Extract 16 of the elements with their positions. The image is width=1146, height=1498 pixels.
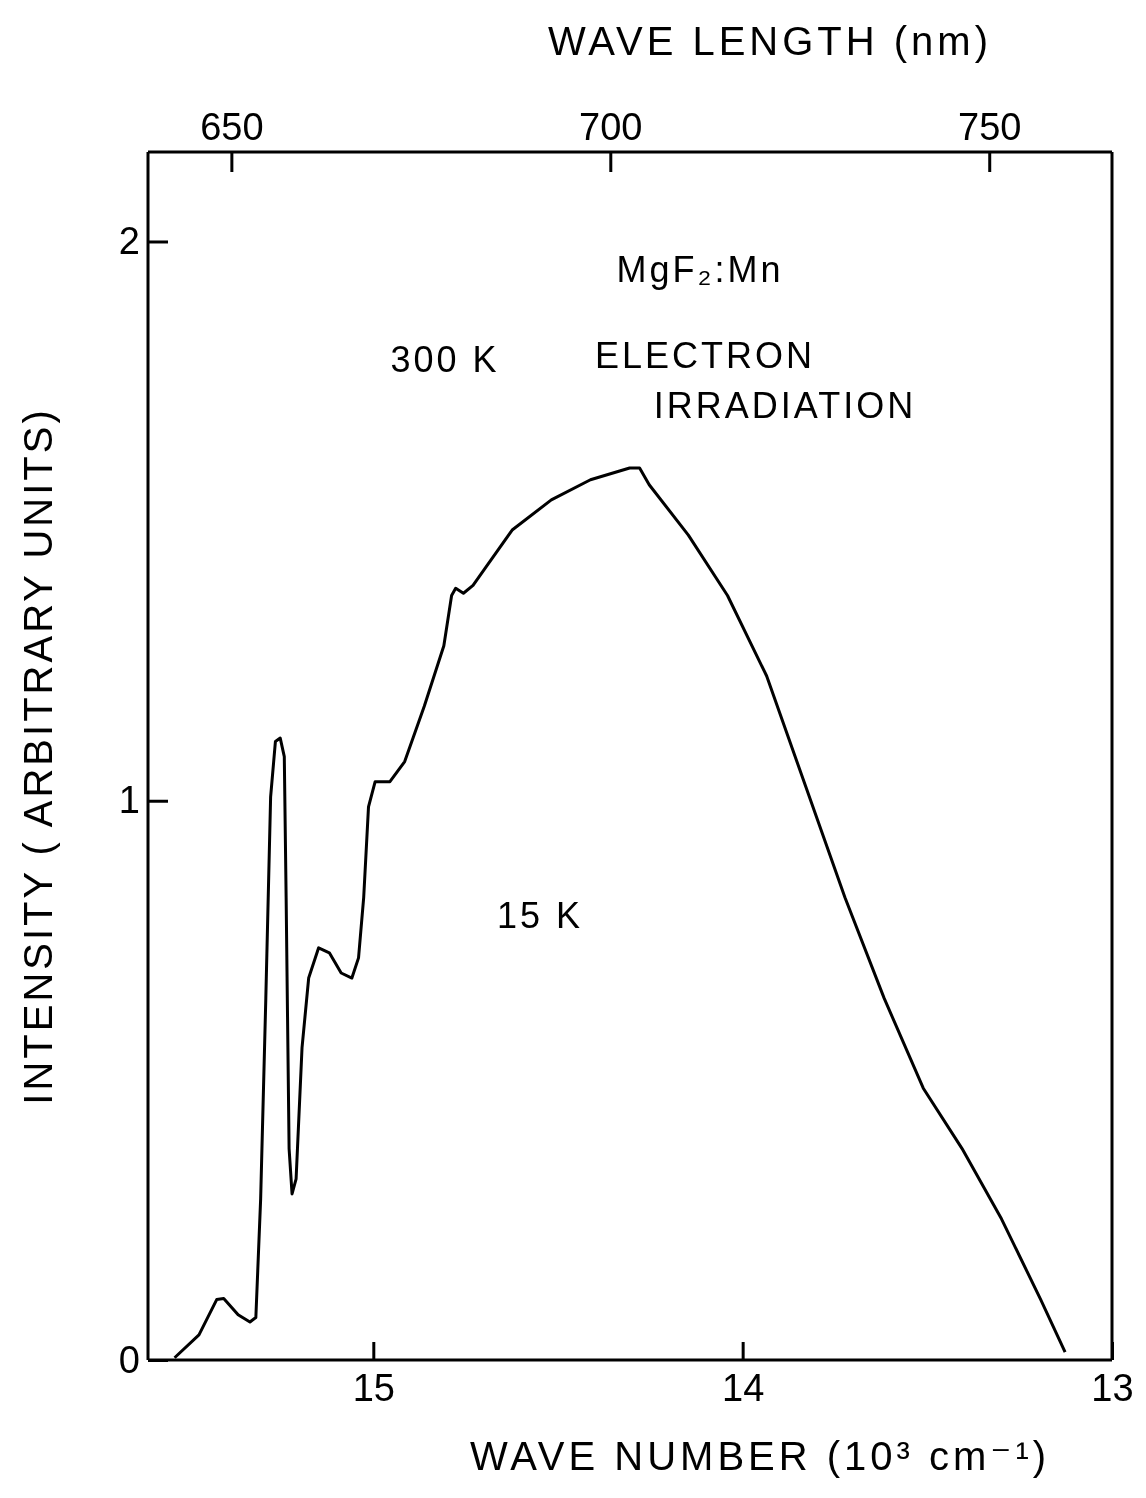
y-tick-label: 0 xyxy=(118,1338,140,1381)
x-tick-label: 14 xyxy=(722,1366,765,1409)
y-tick-label: 1 xyxy=(118,779,140,822)
x2-tick-label: 750 xyxy=(958,106,1022,148)
x-axis-title: WAVE NUMBER (10³ cm⁻¹) xyxy=(469,1434,1051,1478)
annotation: MgF₂:Mn xyxy=(616,249,784,290)
x2-tick-label: 700 xyxy=(579,106,643,148)
y-tick-label: 2 xyxy=(118,220,140,263)
annotation: 300 K xyxy=(390,339,500,380)
x2-axis-title: WAVE LENGTH (nm) xyxy=(547,19,993,63)
x2-tick-label: 650 xyxy=(200,106,264,148)
annotation: ELECTRON IRRADIATION xyxy=(594,335,917,426)
x-tick-label: 15 xyxy=(352,1366,395,1409)
y-axis-title: INTENSITY ( ARBITRARY UNITS) xyxy=(16,407,60,1105)
annotation: 15 K xyxy=(496,895,584,936)
x-tick-label: 13 xyxy=(1091,1366,1134,1409)
